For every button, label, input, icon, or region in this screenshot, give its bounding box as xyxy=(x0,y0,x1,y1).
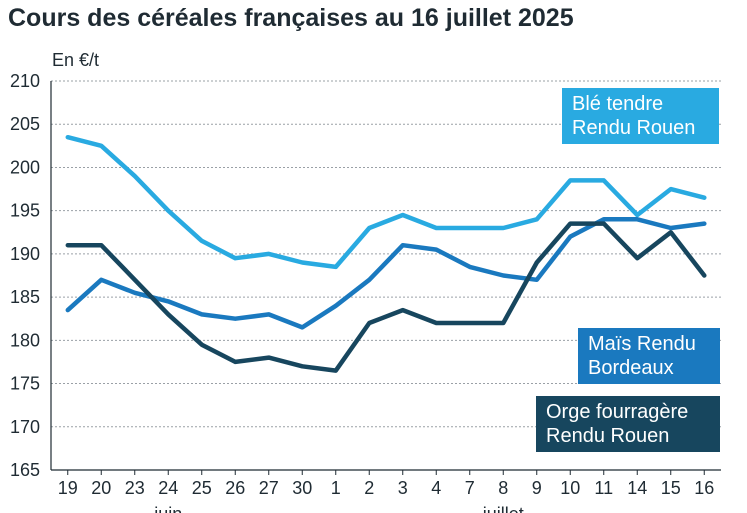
x-tick-label: 27 xyxy=(259,478,279,498)
x-tick-label: 2 xyxy=(364,478,374,498)
x-tick-label: 8 xyxy=(498,478,508,498)
x-tick-label: 20 xyxy=(91,478,111,498)
x-tick-label: 10 xyxy=(560,478,580,498)
x-tick-label: 14 xyxy=(627,478,647,498)
x-tick-label: 23 xyxy=(125,478,145,498)
legend-ble-tendre-line2: Rendu Rouen xyxy=(572,117,696,139)
legend-mais: Maïs Rendu Bordeaux xyxy=(578,328,720,384)
y-tick-label: 190 xyxy=(10,244,40,264)
x-tick-label: 30 xyxy=(292,478,312,498)
y-tick-label: 195 xyxy=(10,201,40,221)
legend-ble-tendre: Blé tendre Rendu Rouen xyxy=(562,88,719,144)
x-tick-label: 7 xyxy=(465,478,475,498)
y-tick-label: 175 xyxy=(10,374,40,394)
x-tick-label: 25 xyxy=(192,478,212,498)
chart-title: Cours des céréales françaises au 16 juil… xyxy=(8,4,574,32)
month-label: juin xyxy=(153,504,182,513)
series-line-2 xyxy=(65,221,707,373)
x-tick-label: 3 xyxy=(398,478,408,498)
legend-mais-line2: Bordeaux xyxy=(588,357,674,379)
x-tick-label: 19 xyxy=(58,478,78,498)
x-tick-label: 16 xyxy=(694,478,714,498)
x-tick-label: 24 xyxy=(158,478,178,498)
month-label: juillet xyxy=(482,504,524,513)
legend-mais-line1: Maïs Rendu xyxy=(588,333,696,355)
x-tick-label: 11 xyxy=(594,478,613,498)
series-line-0 xyxy=(65,134,707,270)
y-axis-label: En €/t xyxy=(52,50,100,70)
legend-orge-line2: Rendu Rouen xyxy=(546,425,670,447)
y-tick-label: 210 xyxy=(10,71,40,91)
y-tick-label: 185 xyxy=(10,287,40,307)
x-tick-label: 15 xyxy=(661,478,681,498)
legend-orge-line1: Orge fourragère xyxy=(546,401,689,423)
legend-ble-tendre-line1: Blé tendre xyxy=(572,93,664,115)
x-tick-label: 9 xyxy=(532,478,542,498)
y-tick-label: 170 xyxy=(10,417,40,437)
y-tick-label: 165 xyxy=(10,460,40,480)
legend-orge: Orge fourragère Rendu Rouen xyxy=(536,396,720,452)
y-tick-label: 205 xyxy=(10,114,40,134)
y-tick-label: 180 xyxy=(10,330,40,350)
x-tick-label: 26 xyxy=(225,478,245,498)
y-tick-label: 200 xyxy=(10,157,40,177)
x-tick-label: 1 xyxy=(331,478,341,498)
x-tick-label: 4 xyxy=(431,478,441,498)
